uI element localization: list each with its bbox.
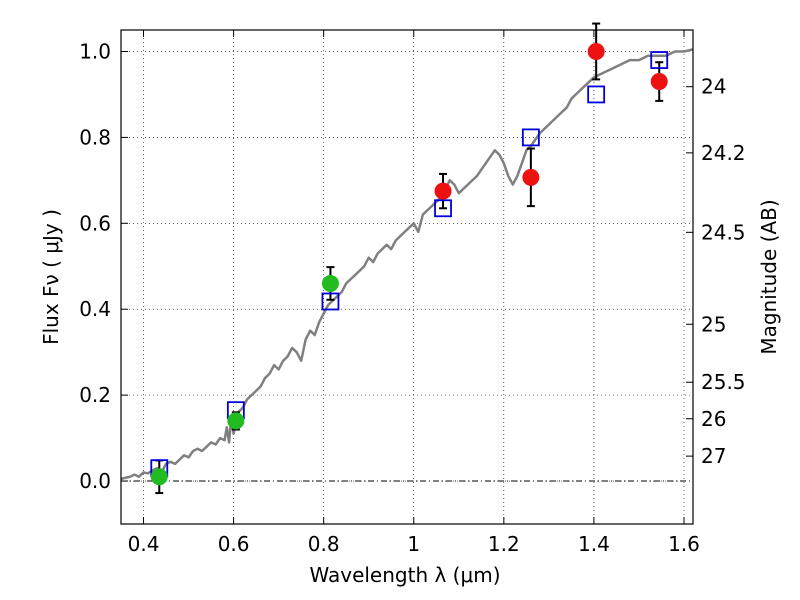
- y-axis: 0.0 0.2 0.4 0.6 0.8 1.0: [79, 39, 128, 493]
- model-sed-layer: [120, 48, 694, 481]
- detection-point: [650, 73, 668, 91]
- detection-point: [522, 168, 540, 186]
- x-tick-label: 0.4: [128, 532, 160, 556]
- x-axis: 0.4 0.6 0.8 1 1.2 1.4 1.6: [128, 30, 700, 556]
- detection-point: [227, 412, 245, 430]
- detection-point: [150, 468, 168, 486]
- detection-point: [434, 182, 452, 200]
- magnitude-tick-label: 24: [701, 75, 726, 99]
- y-tick-label: 0.0: [79, 469, 111, 493]
- model-photometry-point: [587, 85, 606, 104]
- y-tick-label: 1.0: [79, 39, 111, 63]
- y-tick-label: 0.8: [79, 125, 111, 149]
- model-sed-line: [120, 48, 694, 481]
- model-photometry-point: [521, 128, 540, 147]
- y-axis-label: Flux Fν ( μJy ): [39, 209, 63, 345]
- x-tick-label: 1.2: [488, 532, 520, 556]
- y-tick-label: 0.4: [79, 297, 111, 321]
- x-tick-label: 0.8: [308, 532, 340, 556]
- detection-point: [587, 42, 605, 60]
- plot-frame: [120, 29, 694, 525]
- y-tick-label: 0.2: [79, 383, 111, 407]
- x-tick-label: 1.6: [668, 532, 700, 556]
- magnitude-tick-label: 25.5: [701, 370, 746, 394]
- x-tick-label: 1: [407, 532, 420, 556]
- magnitude-tick-label: 24.2: [701, 141, 746, 165]
- right-axis-label: Magnitude (AB): [757, 199, 781, 354]
- detection-point: [321, 274, 339, 292]
- x-axis-label: Wavelength λ (μm): [309, 563, 500, 587]
- magnitude-tick-label: 27: [701, 444, 726, 468]
- x-tick-label: 0.6: [218, 532, 250, 556]
- plot-background: [121, 30, 693, 524]
- magnitude-tick-label: 25: [701, 312, 726, 336]
- model-photometry-layer: [150, 51, 669, 478]
- detections-layer: [150, 42, 668, 486]
- model-photometry-point: [650, 51, 669, 69]
- model-photometry-point: [434, 199, 452, 218]
- model-photometry-point: [321, 292, 340, 311]
- magnitude-tick-label: 24.5: [701, 220, 746, 244]
- x-tick-label: 1.4: [578, 532, 610, 556]
- y-tick-label: 0.6: [79, 211, 111, 235]
- magnitude-tick-label: 26: [701, 407, 726, 431]
- magnitude-axis: 24 24.2 24.5 25 25.5 26 27: [686, 75, 746, 468]
